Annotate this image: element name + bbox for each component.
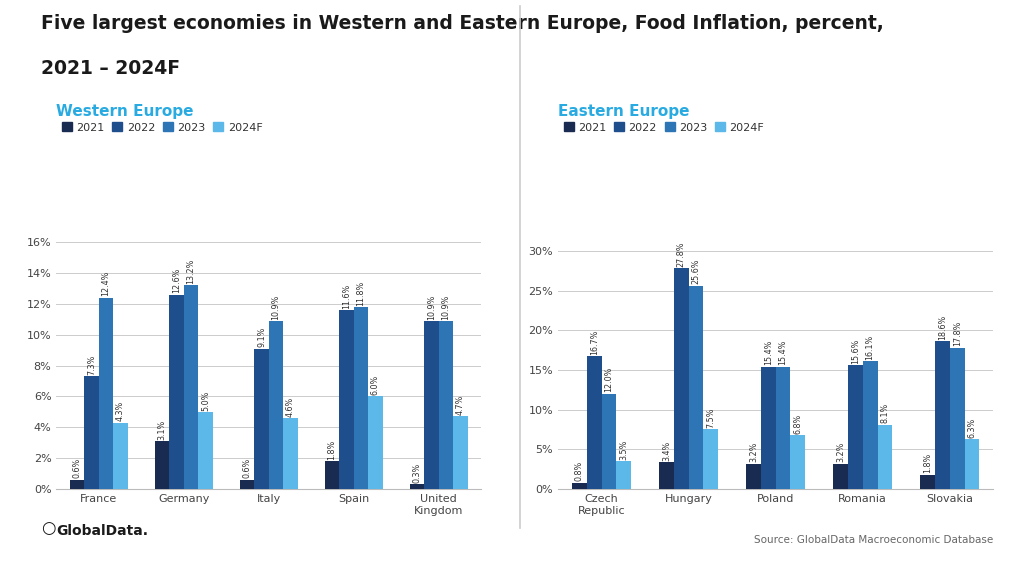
Text: 2021 – 2024F: 2021 – 2024F (41, 59, 180, 78)
Bar (965, 439, 979, 489)
Text: 12.0%: 12.0% (604, 367, 613, 392)
Bar (659, 462, 674, 489)
Text: 8.1%: 8.1% (881, 403, 890, 423)
Text: 18.6%: 18.6% (938, 315, 947, 340)
Bar (84, 377, 98, 489)
Bar (410, 484, 424, 489)
Bar (776, 367, 791, 489)
Bar (703, 429, 718, 489)
Text: 17.8%: 17.8% (952, 321, 962, 346)
Bar (438, 321, 454, 489)
Text: 27.8%: 27.8% (677, 242, 686, 267)
Bar (325, 461, 339, 489)
Bar (935, 341, 949, 489)
Bar (369, 396, 383, 489)
Bar (848, 365, 862, 489)
Text: 16.1%: 16.1% (865, 334, 874, 360)
Text: 4.7%: 4.7% (456, 395, 465, 415)
Text: 0.8%: 0.8% (574, 461, 584, 481)
Bar (834, 464, 848, 489)
Text: 12.6%: 12.6% (172, 268, 181, 293)
Bar (862, 361, 878, 489)
Legend: 2021, 2022, 2023, 2024F: 2021, 2022, 2023, 2024F (61, 122, 262, 133)
Text: 5.0%: 5.0% (201, 390, 210, 410)
Bar (746, 464, 761, 489)
Bar (454, 416, 468, 489)
Text: 7.5%: 7.5% (707, 407, 716, 428)
Bar (424, 321, 439, 489)
Text: 4.3%: 4.3% (116, 401, 125, 422)
Text: 1.8%: 1.8% (923, 453, 932, 473)
Legend: 2021, 2022, 2023, 2024F: 2021, 2022, 2023, 2024F (563, 122, 764, 133)
Text: 0.3%: 0.3% (413, 463, 422, 483)
Text: GlobalData.: GlobalData. (56, 524, 148, 538)
Bar (98, 298, 114, 489)
Bar (114, 423, 128, 489)
Text: Five largest economies in Western and Eastern Europe, Food Inflation, percent,: Five largest economies in Western and Ea… (41, 14, 884, 33)
Bar (354, 307, 369, 489)
Text: 10.9%: 10.9% (271, 294, 281, 320)
Text: 15.4%: 15.4% (778, 340, 787, 365)
Text: 10.9%: 10.9% (441, 294, 451, 320)
Text: 6.8%: 6.8% (794, 414, 803, 434)
Text: 7.3%: 7.3% (87, 355, 96, 375)
Bar (268, 321, 284, 489)
Text: 3.4%: 3.4% (662, 441, 671, 461)
Bar (674, 269, 688, 489)
Text: 3.1%: 3.1% (158, 420, 167, 440)
Text: 3.2%: 3.2% (749, 442, 758, 462)
Text: 6.0%: 6.0% (371, 375, 380, 395)
Text: 11.6%: 11.6% (342, 283, 351, 309)
Bar (587, 356, 602, 489)
Text: ○: ○ (41, 519, 55, 537)
Text: 9.1%: 9.1% (257, 327, 266, 347)
Bar (184, 285, 199, 489)
Bar (950, 348, 965, 489)
Text: 0.6%: 0.6% (243, 458, 252, 478)
Bar (878, 425, 892, 489)
Bar (616, 461, 631, 489)
Text: 13.2%: 13.2% (186, 259, 196, 284)
Text: 6.3%: 6.3% (968, 418, 977, 438)
Text: 3.2%: 3.2% (836, 442, 845, 462)
Text: 11.8%: 11.8% (356, 280, 366, 306)
Text: 25.6%: 25.6% (691, 259, 700, 284)
Bar (761, 367, 776, 489)
Bar (339, 310, 354, 489)
Bar (921, 475, 935, 489)
Text: 10.9%: 10.9% (427, 294, 436, 320)
Text: 4.6%: 4.6% (286, 396, 295, 416)
Text: 1.8%: 1.8% (328, 439, 337, 460)
Text: 15.6%: 15.6% (851, 338, 860, 364)
Bar (688, 286, 703, 489)
Text: 3.5%: 3.5% (620, 439, 629, 460)
Text: Eastern Europe: Eastern Europe (558, 104, 689, 119)
Bar (602, 394, 616, 489)
Text: 15.4%: 15.4% (764, 340, 773, 365)
Bar (572, 483, 587, 489)
Bar (169, 294, 184, 489)
Text: 0.6%: 0.6% (73, 458, 82, 478)
Text: 16.7%: 16.7% (590, 330, 599, 355)
Bar (254, 348, 268, 489)
Text: Source: GlobalData Macroeconomic Database: Source: GlobalData Macroeconomic Databas… (754, 535, 993, 545)
Text: 12.4%: 12.4% (101, 271, 111, 296)
Bar (791, 435, 805, 489)
Bar (284, 418, 298, 489)
Bar (199, 412, 213, 489)
Bar (240, 480, 254, 489)
Bar (155, 441, 169, 489)
Text: Western Europe: Western Europe (56, 104, 194, 119)
Bar (70, 480, 84, 489)
